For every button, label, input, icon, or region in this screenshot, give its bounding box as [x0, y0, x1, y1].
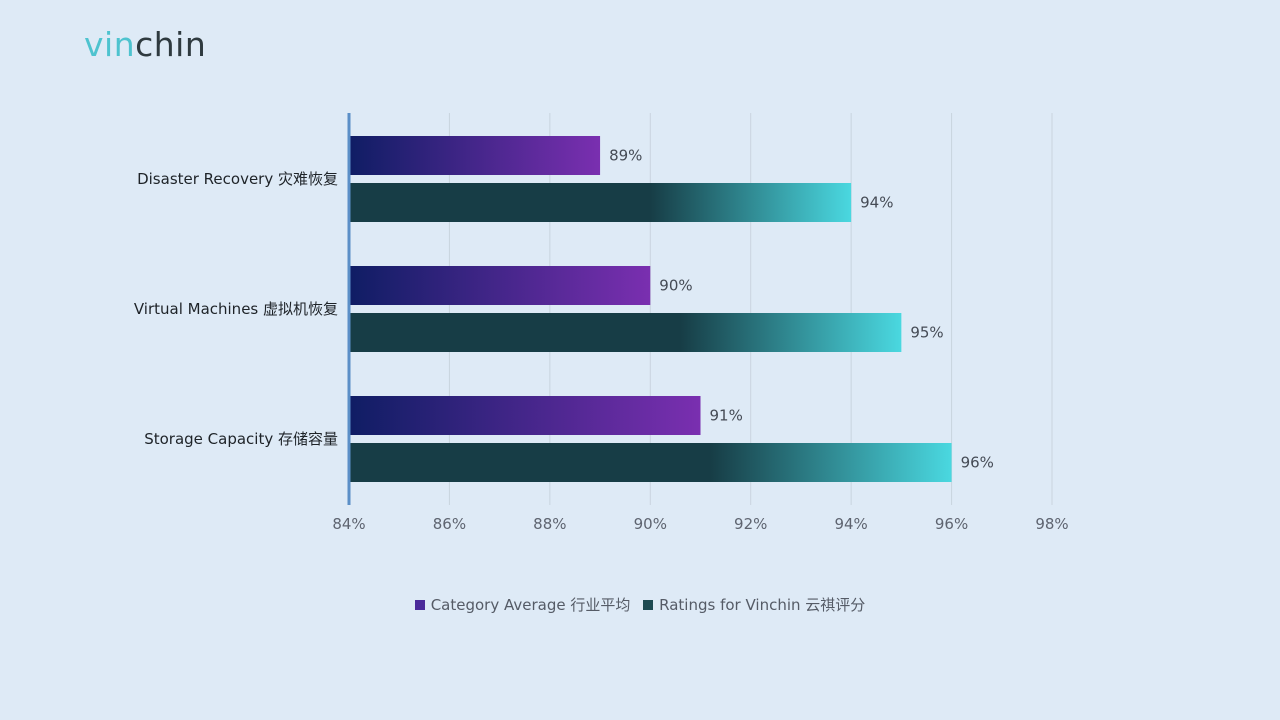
legend-label: Ratings for Vinchin 云祺评分	[659, 596, 866, 614]
legend-item-ratings-vinchin: Ratings for Vinchin 云祺评分	[643, 594, 865, 615]
data-label: 89%	[609, 147, 642, 165]
logo-part-chin: chin	[135, 25, 207, 64]
data-label: 90%	[659, 277, 692, 295]
legend-swatch	[643, 599, 654, 610]
category-label: Disaster Recovery 灾难恢复	[137, 170, 338, 188]
chart-legend: Category Average 行业平均 Ratings for Vinchi…	[0, 594, 1280, 615]
bar-category-average	[349, 396, 701, 435]
legend-item-category-average: Category Average 行业平均	[414, 594, 631, 615]
data-label: 96%	[961, 454, 994, 472]
x-tick-label: 96%	[935, 515, 968, 533]
x-tick-label: 84%	[332, 515, 365, 533]
legend-swatch	[414, 599, 425, 610]
x-tick-label: 92%	[734, 515, 767, 533]
x-tick-label: 98%	[1035, 515, 1068, 533]
x-tick-label: 90%	[634, 515, 667, 533]
data-label: 94%	[860, 194, 893, 212]
bar-category-average	[349, 266, 651, 305]
data-label: 91%	[710, 407, 743, 425]
logo-part-vin: vin	[84, 25, 136, 64]
category-label: Virtual Machines 虚拟机恢复	[134, 300, 338, 318]
legend-label: Category Average 行业平均	[430, 596, 631, 614]
bar-ratings-vinchin	[349, 313, 902, 352]
category-label: Storage Capacity 存储容量	[144, 430, 338, 448]
x-tick-label: 88%	[533, 515, 566, 533]
x-tick-label: 86%	[433, 515, 466, 533]
x-tick-label: 94%	[834, 515, 867, 533]
bar-category-average	[349, 136, 601, 175]
data-label: 95%	[910, 324, 943, 342]
bar-ratings-vinchin	[349, 183, 852, 222]
vinchin-logo: vinchin	[84, 28, 206, 61]
bar-ratings-vinchin	[349, 443, 952, 482]
